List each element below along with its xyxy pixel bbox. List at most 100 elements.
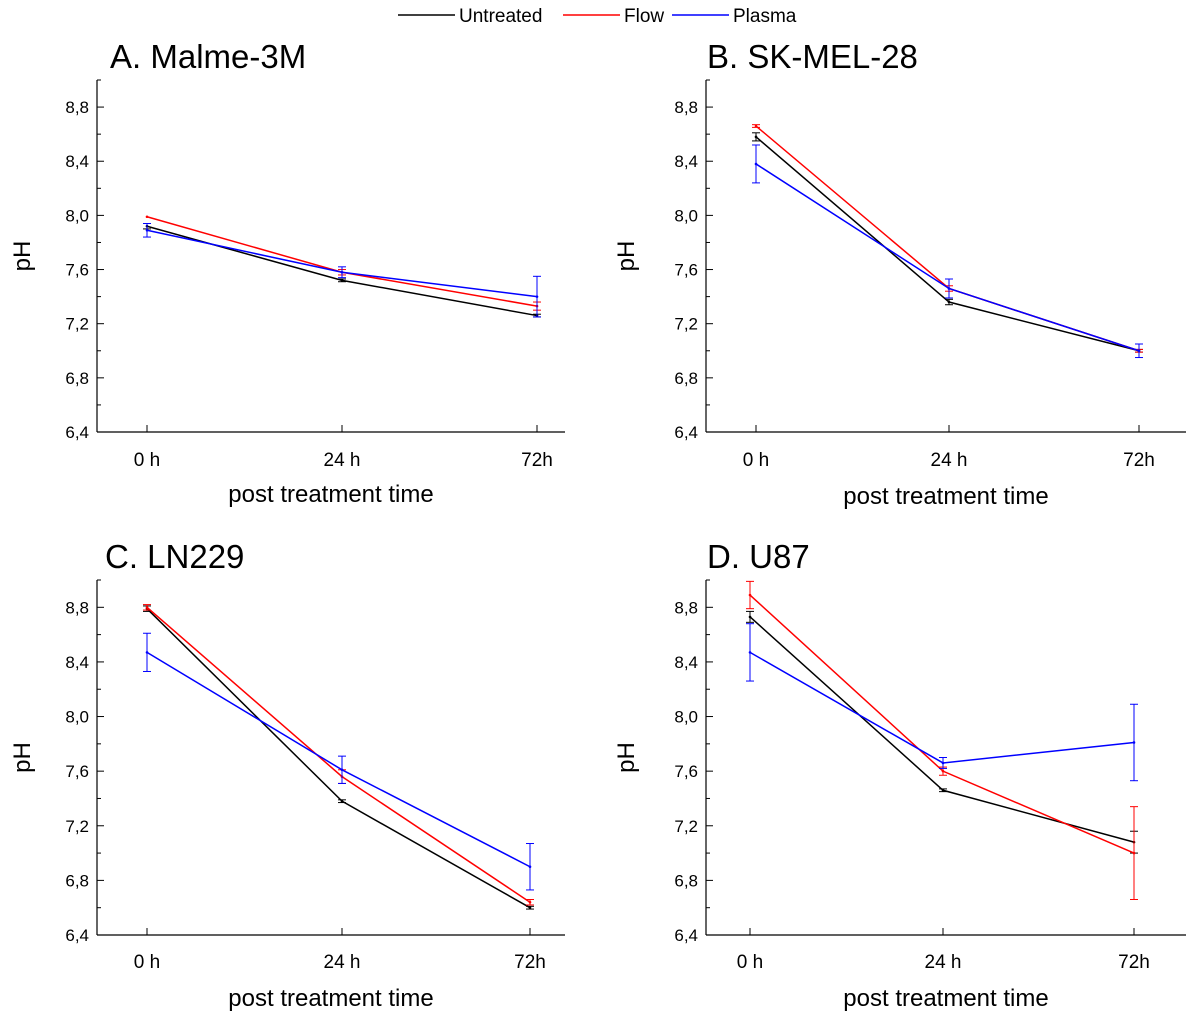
y-tick-label: 8,0 — [674, 708, 698, 727]
y-tick-label: 6,8 — [65, 871, 89, 890]
x-tick-label: 72h — [1118, 952, 1150, 973]
y-tick-label: 7,6 — [674, 261, 698, 280]
series-line-flow — [146, 606, 531, 903]
series-line-plasma — [146, 229, 538, 298]
data-point-plasma — [941, 761, 945, 765]
chart-title: C. LN229 — [105, 538, 244, 575]
chart-title: B. SK-MEL-28 — [707, 38, 918, 75]
series-line-plasma — [755, 163, 1140, 352]
y-tick-label: 8,0 — [674, 206, 698, 225]
y-tick-label: 7,2 — [674, 817, 698, 836]
legend-entry-untreated: Untreated — [398, 6, 542, 27]
y-tick-label: 8,8 — [65, 98, 89, 117]
panel-a: A. Malme-3M 6,4 6,8 7,2 7,6 8,0 8,4 8,8 0 h 24 h 7… — [9, 38, 565, 508]
legend-label-untreated: Untreated — [459, 6, 542, 27]
panel-d: D. U87 6,4 6,8 7,2 7,6 8,0 8,4 8,8 0 h 24 h 72h pos… — [613, 538, 1186, 1012]
data-point-untreated — [340, 799, 344, 803]
y-tick-label: 8,8 — [65, 598, 89, 617]
data-point-plasma — [340, 768, 344, 772]
data-point-flow — [145, 606, 149, 609]
data-point-plasma — [748, 651, 752, 654]
data-point-untreated — [528, 906, 532, 909]
y-tick-label: 6,8 — [674, 369, 698, 388]
data-point-untreated — [748, 615, 752, 619]
data-point-flow — [748, 593, 752, 597]
series-line-flow — [146, 216, 538, 307]
data-point-flow — [145, 215, 149, 219]
legend-entry-flow: Flow — [563, 6, 664, 27]
data-point-plasma — [145, 228, 149, 232]
y-tick-label: 6,4 — [65, 423, 89, 442]
y-tick-label: 7,6 — [65, 762, 89, 781]
x-tick-label: 72h — [1123, 450, 1155, 471]
y-axis-label: pH — [9, 241, 36, 272]
series-line-untreated — [755, 136, 1140, 352]
legend-label-flow: Flow — [624, 6, 664, 27]
legend-label-plasma: Plasma — [733, 6, 797, 27]
y-tick-label: 8,4 — [65, 653, 89, 672]
data-point-plasma — [1137, 349, 1141, 353]
x-tick-label: 0 h — [737, 952, 763, 973]
x-tick-label: 24 h — [925, 952, 962, 973]
y-tick-label: 6,8 — [674, 871, 698, 890]
x-tick-label: 72h — [521, 450, 553, 471]
x-tick-label: 0 h — [743, 450, 769, 471]
data-point-flow — [941, 769, 945, 773]
y-tick-label: 8,0 — [65, 206, 89, 225]
data-point-untreated — [754, 135, 758, 139]
data-point-plasma — [528, 865, 532, 869]
y-tick-label: 6,4 — [674, 423, 698, 442]
y-axis-label: pH — [613, 742, 640, 773]
series-line-plasma — [146, 651, 531, 868]
x-tick-label: 24 h — [931, 450, 968, 471]
series-line-untreated — [749, 616, 1135, 843]
series-line-flow — [755, 125, 1140, 352]
x-tick-label: 0 h — [134, 450, 160, 471]
data-point-plasma — [535, 295, 539, 298]
y-tick-label: 7,6 — [674, 762, 698, 781]
x-tick-label: 0 h — [134, 952, 160, 973]
y-tick-label: 8,4 — [674, 152, 698, 171]
series-line-flow — [749, 594, 1135, 854]
y-axis-label: pH — [9, 742, 36, 773]
panel-b: B. SK-MEL-28 6,4 6,8 7,2 7,6 8,0 8,4 8,8 0 h 24 h… — [613, 38, 1186, 510]
data-point-plasma — [145, 651, 149, 654]
x-axis-label: post treatment time — [843, 985, 1048, 1012]
y-tick-label: 6,4 — [674, 926, 698, 945]
x-axis-label: post treatment time — [843, 483, 1048, 510]
data-point-flow — [754, 124, 758, 128]
series-line-untreated — [146, 608, 531, 909]
y-tick-label: 8,8 — [674, 598, 698, 617]
data-point-flow — [1132, 851, 1136, 855]
legend-entry-plasma: Plasma — [672, 6, 797, 27]
data-point-untreated — [340, 279, 344, 282]
y-tick-label: 7,2 — [65, 315, 89, 334]
y-tick-label: 8,0 — [65, 708, 89, 727]
chart-title: A. Malme-3M — [110, 38, 306, 75]
legend: Untreated Flow Plasma — [398, 6, 797, 27]
data-point-plasma — [1132, 741, 1136, 744]
data-point-plasma — [754, 162, 758, 166]
y-tick-label: 8,4 — [674, 653, 698, 672]
y-tick-label: 8,4 — [65, 152, 89, 171]
data-point-flow — [528, 900, 532, 904]
x-axis-label: post treatment time — [228, 985, 433, 1012]
y-tick-label: 6,4 — [65, 926, 89, 945]
x-tick-label: 24 h — [324, 450, 361, 471]
chart-title: D. U87 — [707, 538, 810, 575]
data-point-untreated — [941, 788, 945, 792]
x-axis-label: post treatment time — [228, 481, 433, 508]
y-tick-label: 6,8 — [65, 369, 89, 388]
y-tick-label: 7,2 — [65, 817, 89, 836]
y-tick-label: 8,8 — [674, 98, 698, 117]
y-tick-label: 7,2 — [674, 315, 698, 334]
data-point-untreated — [947, 300, 951, 304]
data-point-plasma — [947, 287, 951, 290]
y-tick-label: 7,6 — [65, 261, 89, 280]
data-point-plasma — [340, 270, 344, 274]
x-tick-label: 72h — [514, 952, 546, 973]
y-axis-label: pH — [613, 241, 640, 272]
x-tick-label: 24 h — [324, 952, 361, 973]
panel-c: C. LN229 6,4 6,8 7,2 7,6 8,0 8,4 8,8 0 h 24 h 72h p… — [9, 538, 565, 1012]
